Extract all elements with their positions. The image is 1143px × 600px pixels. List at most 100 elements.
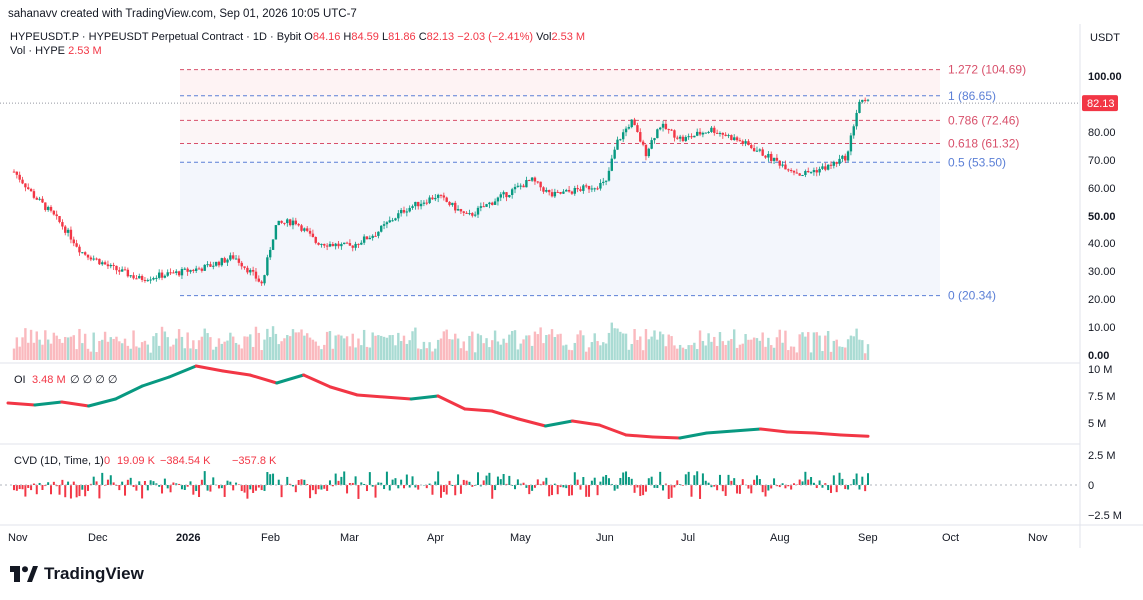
volume-bar [807, 332, 810, 360]
volume-bar [661, 334, 665, 360]
volume-bar [462, 341, 465, 360]
candle-body [510, 189, 514, 195]
oi-line-segment [624, 433, 655, 439]
cvd-bar [696, 471, 699, 485]
cvd-bar [838, 472, 841, 485]
cvd-bar [24, 485, 27, 497]
volume-bar [787, 350, 790, 360]
price-tick-label: 10.00 [1088, 322, 1116, 334]
volume-bar [715, 345, 719, 360]
volume-bar [838, 346, 841, 360]
candle-body [405, 211, 409, 213]
cvd-bar [753, 479, 756, 485]
candle-body [306, 228, 309, 231]
candle-body [18, 174, 21, 180]
cvd-bar [109, 475, 112, 485]
cvd-bar [827, 485, 830, 491]
cvd-bar [354, 476, 357, 485]
oi-line-segment [839, 433, 870, 438]
cvd-bar [673, 485, 676, 488]
candle-body [858, 101, 861, 113]
cvd-bar [590, 480, 593, 485]
candle-body [525, 180, 528, 188]
volume-bar [234, 342, 238, 360]
cvd-bar [98, 485, 101, 499]
candle-body [24, 183, 27, 188]
cvd-bar [531, 485, 534, 491]
fib-level-label: 1 (86.65) [948, 89, 996, 103]
oi-line-segment [544, 419, 574, 428]
cvd-bar [485, 475, 488, 485]
candle-body [81, 252, 84, 254]
cvd-bar [522, 482, 525, 485]
volume-bar [812, 332, 816, 360]
candle-body [619, 139, 622, 141]
volume-legend[interactable]: Vol · HYPE 2.53 M [10, 45, 102, 57]
cvd-bar [812, 482, 815, 485]
volume-bar [61, 342, 64, 360]
volume-bar [257, 332, 261, 360]
cvd-bar [243, 485, 246, 493]
currency-label[interactable]: USDT [1090, 32, 1120, 44]
volume-bar [317, 345, 320, 360]
cvd-bar [15, 485, 18, 491]
cvd-bar [269, 474, 272, 485]
fib-level-label: 1.272 (104.69) [948, 63, 1026, 77]
candle-body [832, 162, 836, 166]
cvd-bar [50, 485, 53, 495]
cvd-bar [619, 477, 622, 485]
candle-body [696, 131, 699, 136]
candle-body [866, 99, 870, 101]
candle-body [371, 235, 374, 238]
volume-bar [505, 342, 508, 360]
candle-body [146, 280, 149, 282]
cvd-bar [644, 485, 647, 492]
volume-bar [254, 326, 258, 360]
volume-bar [704, 345, 707, 360]
cvd-bar [716, 485, 719, 491]
oi-tick-label: 10 M [1088, 364, 1112, 376]
candle-body [86, 254, 90, 258]
cvd-bar [687, 471, 690, 485]
volume-bar [658, 331, 662, 360]
candle-body [821, 166, 824, 169]
candle-body [32, 191, 36, 198]
candle-body [197, 268, 201, 270]
candle-body [291, 220, 295, 226]
volume-bar [550, 329, 554, 360]
volume-bar [123, 338, 127, 360]
candle-body [784, 164, 787, 170]
volume-bar [49, 343, 53, 360]
candle-body [109, 264, 112, 267]
oi-line-segment [490, 409, 521, 421]
candle-body [180, 269, 184, 276]
candle-body [861, 99, 864, 102]
volume-bar [362, 329, 366, 360]
candle-body [169, 272, 172, 274]
cvd-bar [647, 478, 650, 485]
cvd-tick-label: −2.5 M [1088, 510, 1122, 522]
volume-bar [15, 337, 19, 360]
candle-body [61, 222, 64, 227]
cvd-bar [710, 485, 713, 488]
cvd-bar [138, 481, 141, 485]
cvd-bar [459, 485, 462, 494]
cvd-bar [317, 485, 320, 490]
time-tick-label: Aug [770, 532, 790, 544]
cvd-legend-value: 0 [104, 455, 110, 467]
volume-bar [681, 347, 685, 360]
cvd-bar [291, 485, 294, 487]
symbol-title[interactable]: HYPEUSDT.P · HYPEUSDT Perpetual Contract… [10, 31, 302, 43]
volume-bar [533, 331, 537, 360]
volume-bar [545, 335, 548, 360]
candle-body [613, 149, 616, 159]
cvd-bar [659, 471, 662, 485]
cvd-bar [368, 472, 371, 485]
volume-bar [115, 336, 118, 360]
cvd-bar [121, 481, 124, 485]
volume-bar [388, 335, 391, 360]
volume-bar [602, 342, 605, 360]
candle-body [177, 271, 181, 276]
volume-bar [473, 352, 477, 360]
